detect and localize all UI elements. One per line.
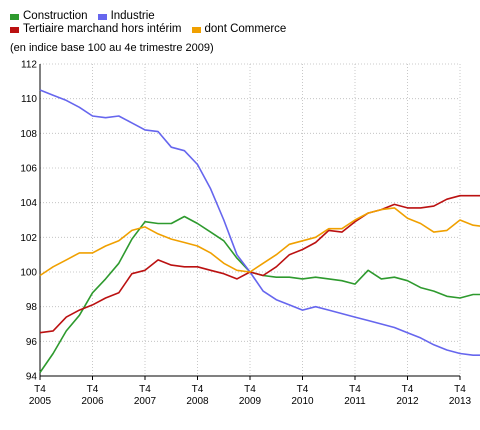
x-tick-label-year: 2005: [29, 396, 52, 407]
series-line-1: [39, 89, 480, 357]
x-tick-label-quarter: T4: [297, 384, 309, 395]
legend-label-commerce: dont Commerce: [204, 23, 287, 35]
y-tick-label: 94: [26, 372, 38, 383]
legend-item-commerce: dont Commerce: [191, 23, 287, 36]
legend-swatch-tertiaire: [10, 26, 19, 33]
x-tick-label-year: 2012: [396, 396, 419, 407]
series-line-3: [39, 207, 480, 277]
legend: Construction Industrie Tertiaire marchan…: [10, 10, 296, 36]
legend-label-tertiaire: Tertiaire marchand hors intérim: [23, 23, 182, 35]
x-tick-label-year: 2006: [81, 396, 104, 407]
x-tick-label-quarter: T4: [139, 384, 151, 395]
x-tick-label-year: 2008: [186, 396, 209, 407]
x-tick-label-year: 2007: [134, 396, 157, 407]
x-tick-label-quarter: T4: [244, 384, 256, 395]
y-tick-label: 102: [20, 233, 37, 244]
legend-swatch-commerce: [191, 26, 201, 33]
x-tick-label-quarter: T4: [402, 384, 414, 395]
y-tick-label: 96: [26, 337, 38, 348]
x-tick-label-quarter: T4: [87, 384, 99, 395]
y-tick-label: 108: [20, 129, 37, 140]
y-tick-label: 106: [20, 164, 37, 175]
legend-item-tertiaire: Tertiaire marchand hors intérim: [10, 23, 182, 36]
x-tick-label-year: 2009: [239, 396, 262, 407]
legend-swatch-construction: [10, 13, 19, 20]
x-tick-label-year: 2010: [291, 396, 314, 407]
x-tick-label-year: 2013: [449, 396, 472, 407]
y-tick-label: 104: [20, 198, 37, 209]
y-tick-label: 112: [21, 60, 37, 71]
legend-swatch-industrie: [97, 13, 107, 20]
y-tick-label: 110: [21, 94, 37, 105]
x-tick-label-year: 2011: [344, 396, 366, 407]
legend-row-2: Tertiaire marchand hors intérim dont Com…: [10, 23, 296, 36]
x-tick-label-quarter: T4: [192, 384, 204, 395]
y-tick-label: 100: [20, 268, 37, 279]
x-tick-label-quarter: T4: [34, 384, 46, 395]
x-tick-label-quarter: T4: [454, 384, 466, 395]
legend-row-1: Construction Industrie: [10, 10, 296, 23]
series-line-2: [39, 194, 480, 334]
legend-label-industrie: Industrie: [110, 10, 155, 22]
legend-item-industrie: Industrie: [97, 10, 155, 23]
chart-subtitle: (en indice base 100 au 4e trimestre 2009…: [10, 42, 214, 54]
x-tick-label-quarter: T4: [349, 384, 361, 395]
y-tick-label: 98: [26, 302, 38, 313]
legend-item-construction: Construction: [10, 10, 88, 23]
legend-label-construction: Construction: [23, 10, 88, 22]
